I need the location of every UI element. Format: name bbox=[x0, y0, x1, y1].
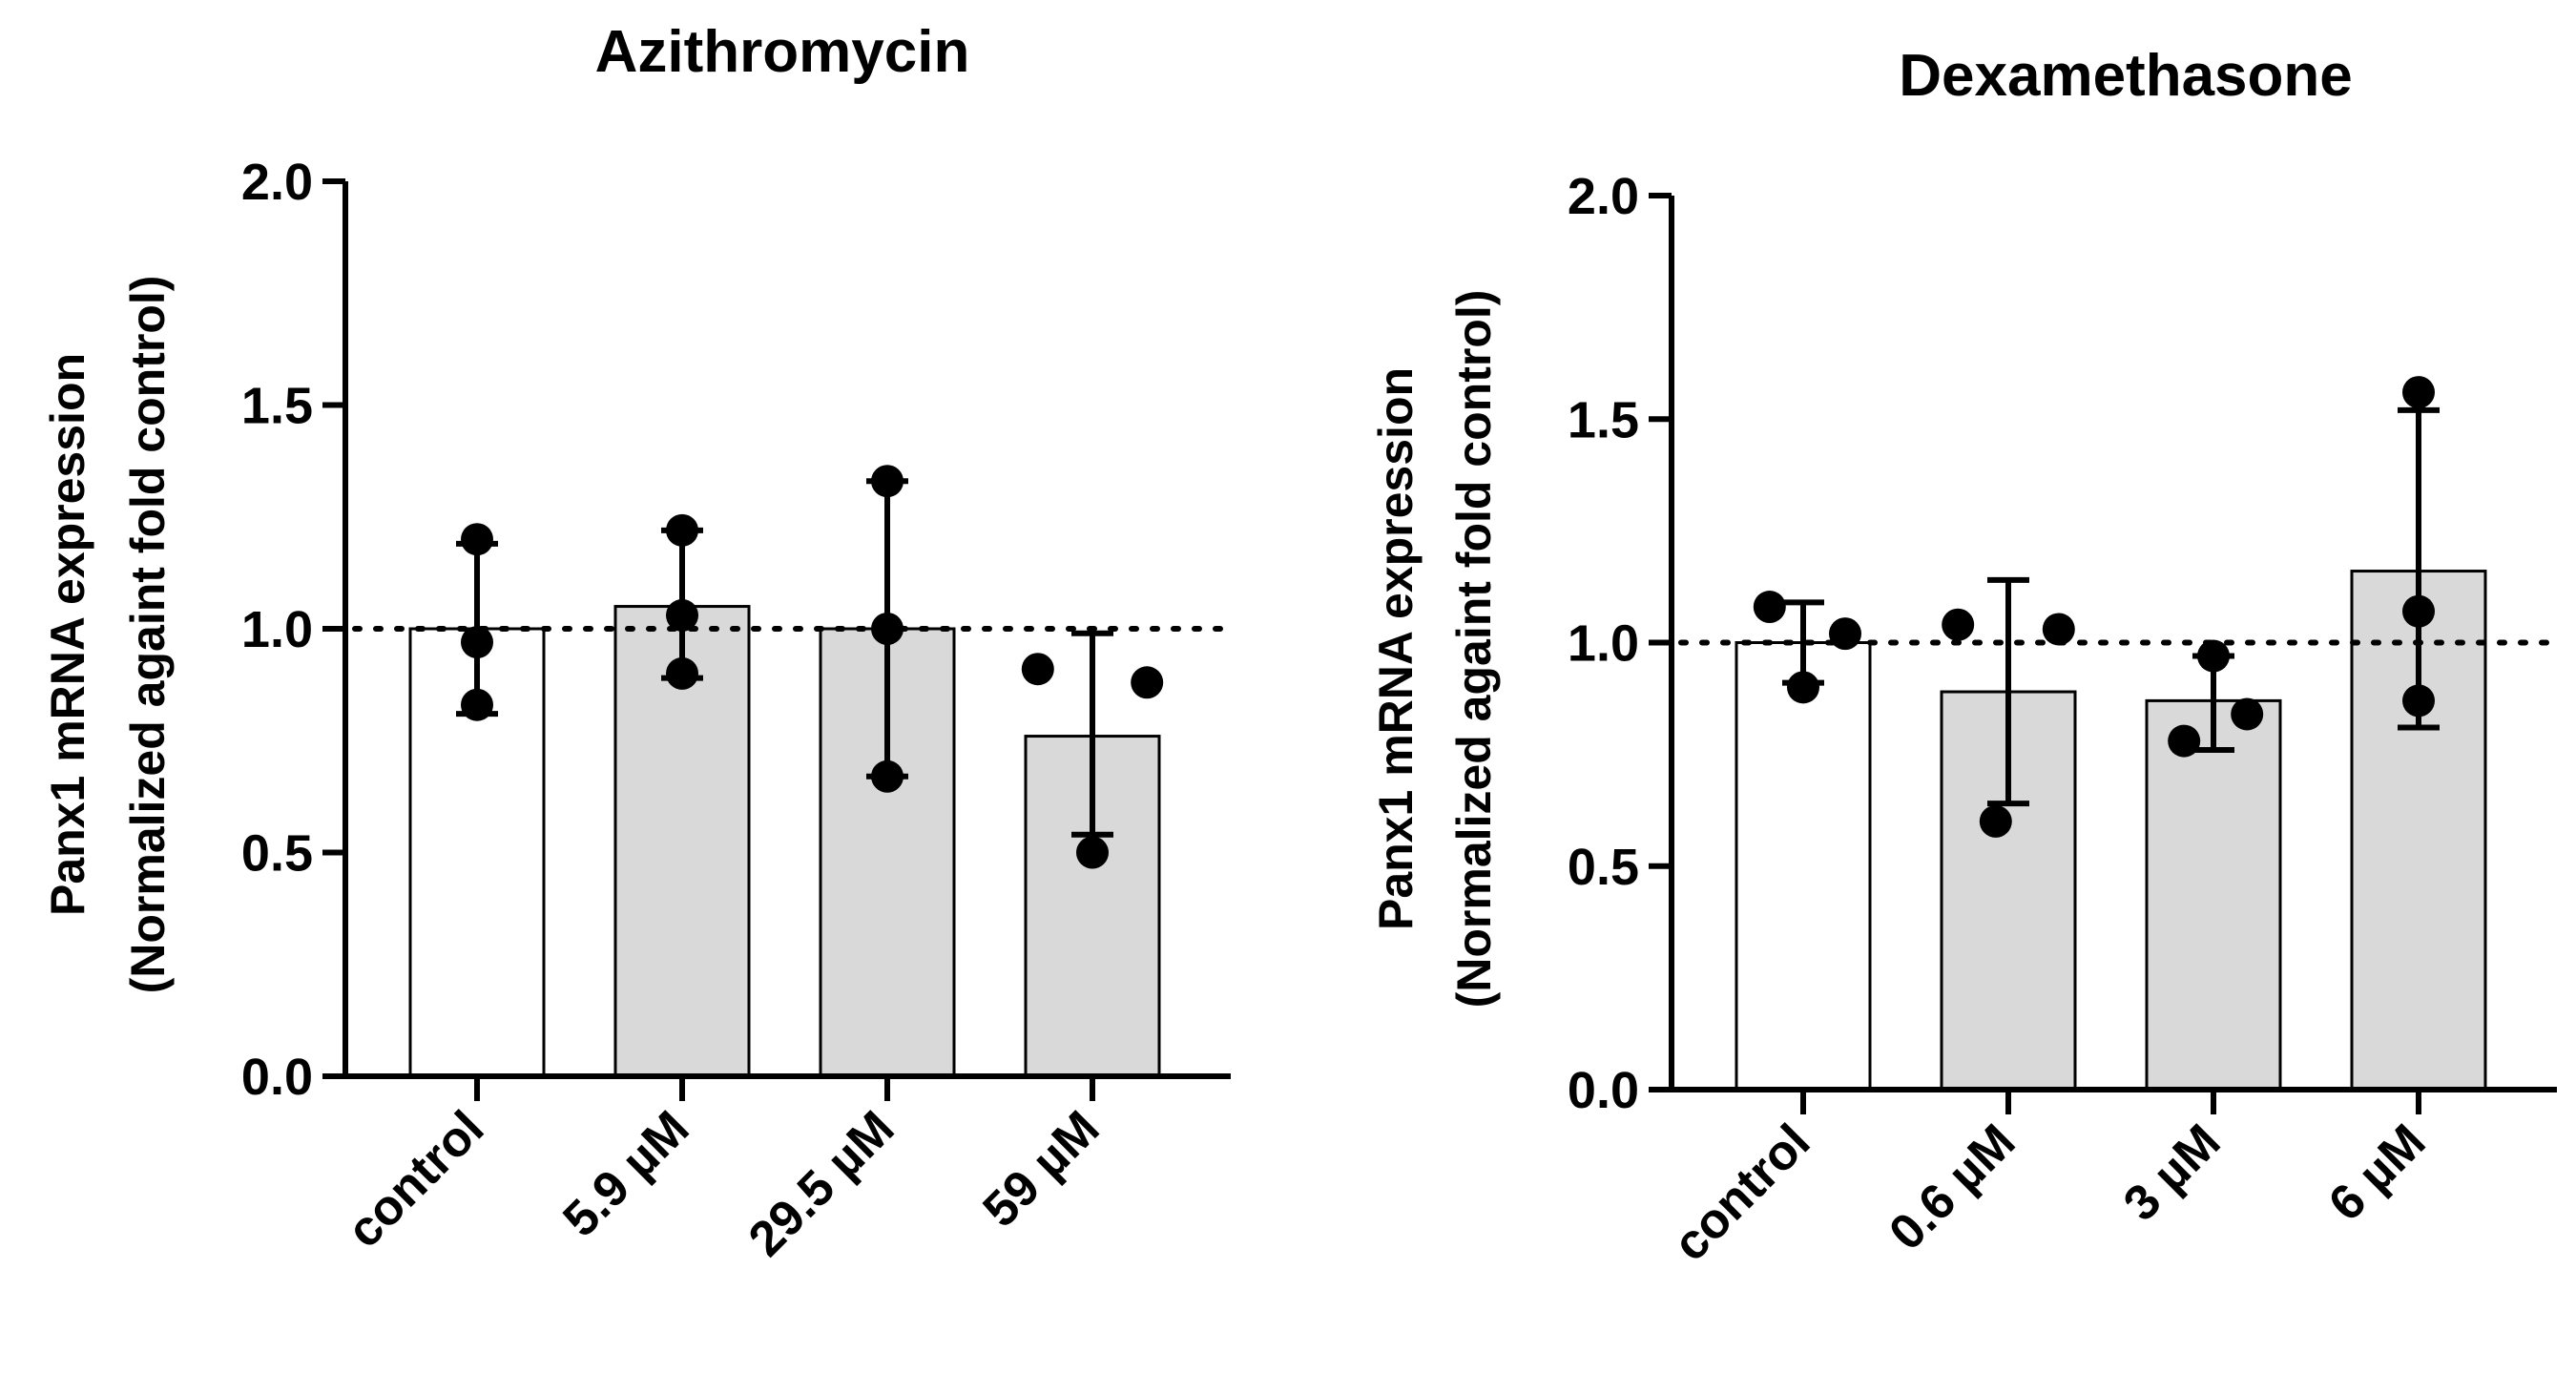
data-point bbox=[2231, 697, 2264, 731]
bar bbox=[2145, 698, 2282, 1092]
data-point bbox=[2042, 613, 2075, 646]
data-point bbox=[871, 465, 904, 498]
x-tick-label: control bbox=[1663, 1113, 1821, 1272]
y-axis-label: Panx1 mRNA expression bbox=[41, 353, 94, 916]
y-tick-label: 0.5 bbox=[1568, 839, 1639, 896]
data-point bbox=[2402, 684, 2435, 718]
data-point bbox=[461, 626, 493, 659]
x-tick-label: 29.5 µM bbox=[738, 1100, 905, 1267]
data-point bbox=[666, 656, 698, 690]
data-point bbox=[1787, 671, 1819, 704]
data-point bbox=[871, 613, 904, 645]
data-point bbox=[1131, 666, 1164, 699]
data-point bbox=[871, 759, 904, 793]
data-point bbox=[1753, 591, 1786, 624]
data-point bbox=[666, 513, 698, 547]
data-point bbox=[1021, 653, 1054, 686]
x-tick-label: 5.9 µM bbox=[552, 1100, 699, 1247]
y-tick-label: 0.5 bbox=[241, 825, 313, 883]
y-tick-label: 1.5 bbox=[1568, 391, 1639, 448]
y-tick-label: 2.0 bbox=[1568, 168, 1639, 225]
data-point bbox=[1979, 804, 2012, 838]
chart-title: Dexamethasone bbox=[1899, 43, 2353, 109]
data-point bbox=[2197, 639, 2230, 673]
x-tick-label: control bbox=[337, 1100, 495, 1259]
y-tick-label: 0.0 bbox=[241, 1049, 313, 1106]
bar bbox=[1735, 641, 1872, 1092]
x-tick-label: 0.6 µM bbox=[1879, 1113, 2025, 1260]
data-point bbox=[2402, 594, 2435, 628]
y-tick-label: 1.0 bbox=[1568, 615, 1639, 673]
y-tick-label: 2.0 bbox=[241, 154, 313, 211]
y-tick-label: 1.5 bbox=[241, 378, 313, 435]
x-tick-label: 3 µM bbox=[2113, 1113, 2232, 1232]
data-point bbox=[666, 598, 698, 632]
data-point bbox=[1076, 836, 1109, 869]
y-tick-label: 0.0 bbox=[1568, 1062, 1639, 1119]
y-axis-sublabel: (Normalized againt fold control) bbox=[1447, 290, 1501, 1009]
x-tick-label: 6 µM bbox=[2318, 1113, 2437, 1232]
data-point bbox=[2402, 376, 2435, 409]
x-tick-label: 59 µM bbox=[973, 1100, 1111, 1238]
data-point bbox=[1942, 608, 1975, 641]
data-point bbox=[1829, 617, 1861, 651]
data-point bbox=[461, 688, 493, 721]
y-tick-label: 1.0 bbox=[241, 601, 313, 658]
data-point bbox=[2168, 724, 2201, 758]
data-point bbox=[461, 523, 493, 556]
y-axis-sublabel: (Normalized againt fold control) bbox=[121, 276, 175, 994]
y-axis-label: Panx1 mRNA expression bbox=[1369, 367, 1423, 930]
chart-title: Azithromycin bbox=[595, 19, 970, 85]
